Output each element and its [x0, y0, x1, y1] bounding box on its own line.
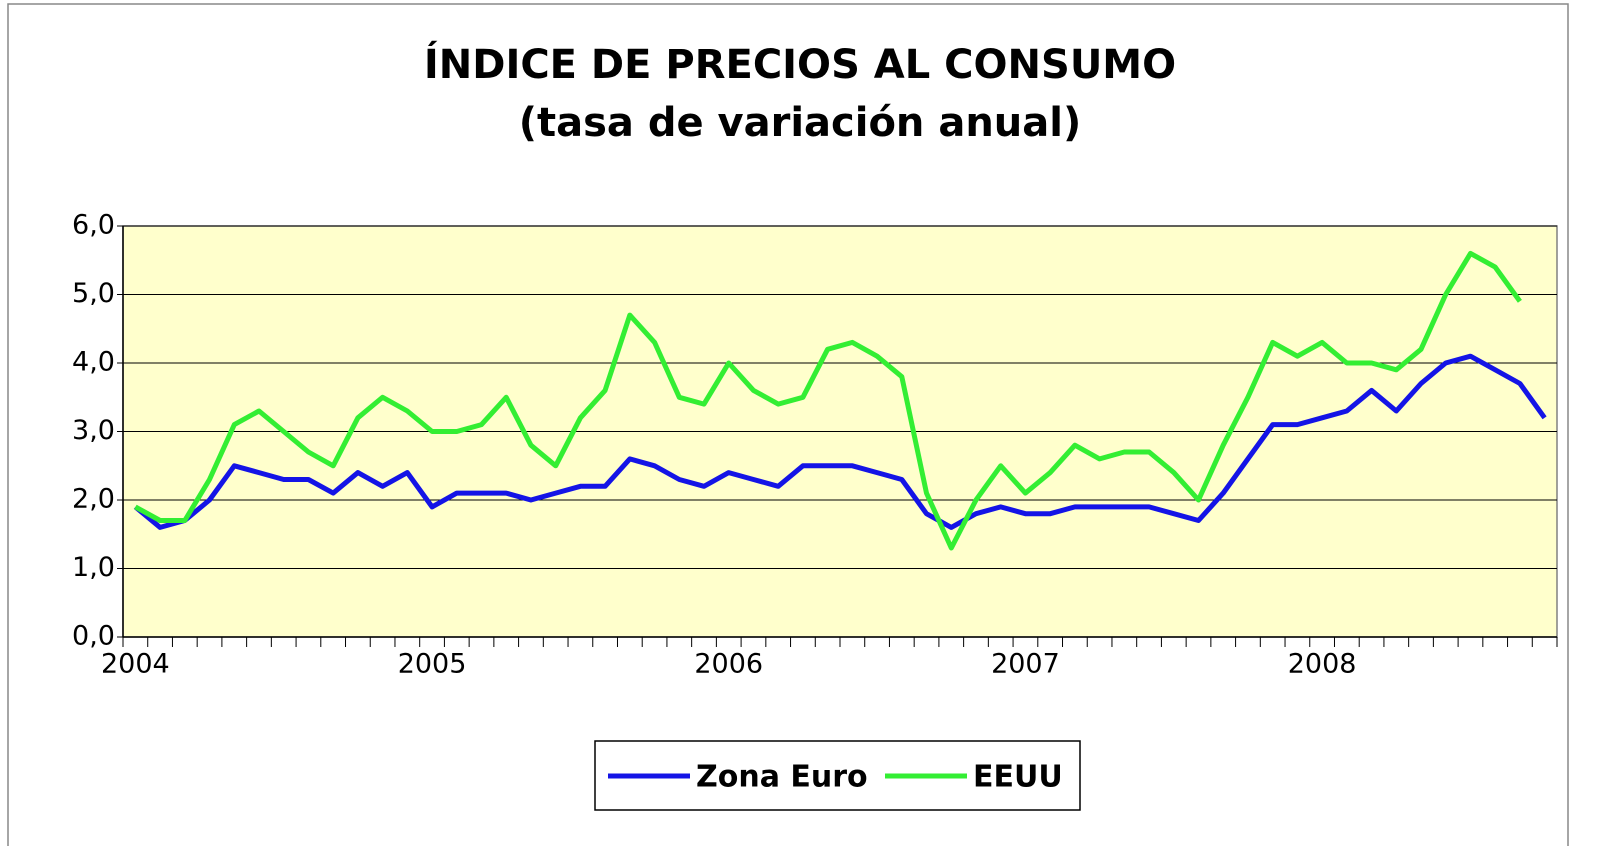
- y-tick-label: 1,0: [72, 552, 115, 583]
- legend-label: Zona Euro: [696, 760, 868, 795]
- y-tick-label: 0,0: [72, 621, 115, 652]
- y-tick-label: 6,0: [72, 210, 115, 241]
- x-tick-label: 2004: [101, 649, 170, 680]
- x-tick-label: 2006: [694, 649, 763, 680]
- chart-subtitle: (tasa de variación anual): [519, 100, 1082, 146]
- y-tick-label: 2,0: [72, 484, 115, 515]
- x-tick-label: 2005: [398, 649, 467, 680]
- y-tick-label: 5,0: [72, 278, 115, 309]
- chart-title: ÍNDICE DE PRECIOS AL CONSUMO: [424, 40, 1176, 88]
- series-line: [134, 250, 1522, 551]
- series-line: [133, 353, 1547, 530]
- x-tick-label: 2007: [991, 649, 1060, 680]
- legend-label: EEUU: [973, 760, 1063, 795]
- x-tick-label: 2008: [1288, 649, 1357, 680]
- y-tick-label: 4,0: [72, 347, 115, 378]
- y-tick-label: 3,0: [72, 415, 115, 446]
